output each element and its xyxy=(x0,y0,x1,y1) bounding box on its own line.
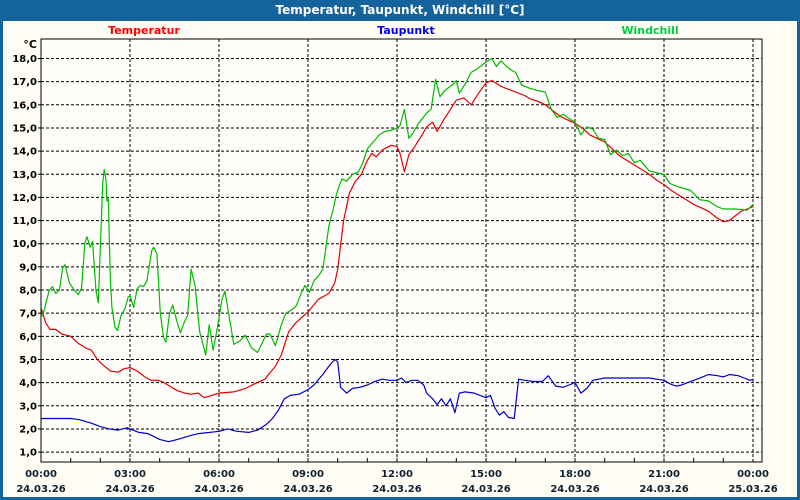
x-tick-time-label: 03:00 xyxy=(114,469,146,480)
x-tick-time-label: 00:00 xyxy=(737,469,769,480)
y-tick-label: 13,0 xyxy=(12,170,37,181)
y-tick-label: 9,0 xyxy=(19,262,37,273)
y-tick-label: 1,0 xyxy=(19,448,37,459)
y-tick-label: 17,0 xyxy=(12,77,37,88)
y-tick-label: 4,0 xyxy=(19,378,37,389)
x-tick-time-label: 15:00 xyxy=(470,469,502,480)
x-tick-time-label: 18:00 xyxy=(559,469,591,480)
x-tick-date-label: 24.03.26 xyxy=(550,484,599,495)
y-tick-label: 18,0 xyxy=(12,54,37,65)
y-tick-label: 8,0 xyxy=(19,286,37,297)
legend-item-taupunkt: Taupunkt xyxy=(377,24,435,37)
x-tick-date-label: 24.03.26 xyxy=(461,484,510,495)
x-tick-date-label: 24.03.26 xyxy=(105,484,154,495)
plot-frame xyxy=(40,38,763,463)
y-tick-label: 7,0 xyxy=(19,309,37,320)
x-tick-date-label: 24.03.26 xyxy=(372,484,421,495)
series-line-taupunkt xyxy=(41,358,754,443)
x-tick-date-label: 24.03.26 xyxy=(16,484,65,495)
y-tick-label: 12,0 xyxy=(12,193,37,204)
y-tick-label: 14,0 xyxy=(12,147,37,158)
y-tick-label: 10,0 xyxy=(12,239,37,250)
y-tick-label: 16,0 xyxy=(12,100,37,111)
y-tick-label: 3,0 xyxy=(19,401,37,412)
window-title: Temperatur, Taupunkt, Windchill [°C] xyxy=(275,3,525,17)
plot-area xyxy=(41,39,762,462)
y-tick-label: 15,0 xyxy=(12,123,37,134)
x-tick-date-label: 25.03.26 xyxy=(728,484,777,495)
x-tick-time-label: 06:00 xyxy=(203,469,235,480)
y-tick-label: 2,0 xyxy=(19,424,37,435)
y-tick-label: 6,0 xyxy=(19,332,37,343)
legend-item-windchill: Windchill xyxy=(621,24,679,37)
x-tick-time-label: 21:00 xyxy=(648,469,680,480)
y-tick-label: 5,0 xyxy=(19,355,37,366)
window-titlebar xyxy=(0,0,800,21)
x-tick-date-label: 24.03.26 xyxy=(194,484,243,495)
x-tick-date-label: 24.03.26 xyxy=(283,484,332,495)
series-line-windchill xyxy=(41,57,754,356)
series-line-temperatur xyxy=(41,79,754,399)
x-tick-date-label: 24.03.26 xyxy=(639,484,688,495)
x-tick-time-label: 12:00 xyxy=(381,469,413,480)
y-axis-unit-label: °C xyxy=(23,38,37,51)
x-tick-time-label: 09:00 xyxy=(292,469,324,480)
x-tick-time-label: 00:00 xyxy=(25,469,57,480)
legend-item-temperatur: Temperatur xyxy=(108,24,180,37)
y-tick-label: 11,0 xyxy=(12,216,37,227)
